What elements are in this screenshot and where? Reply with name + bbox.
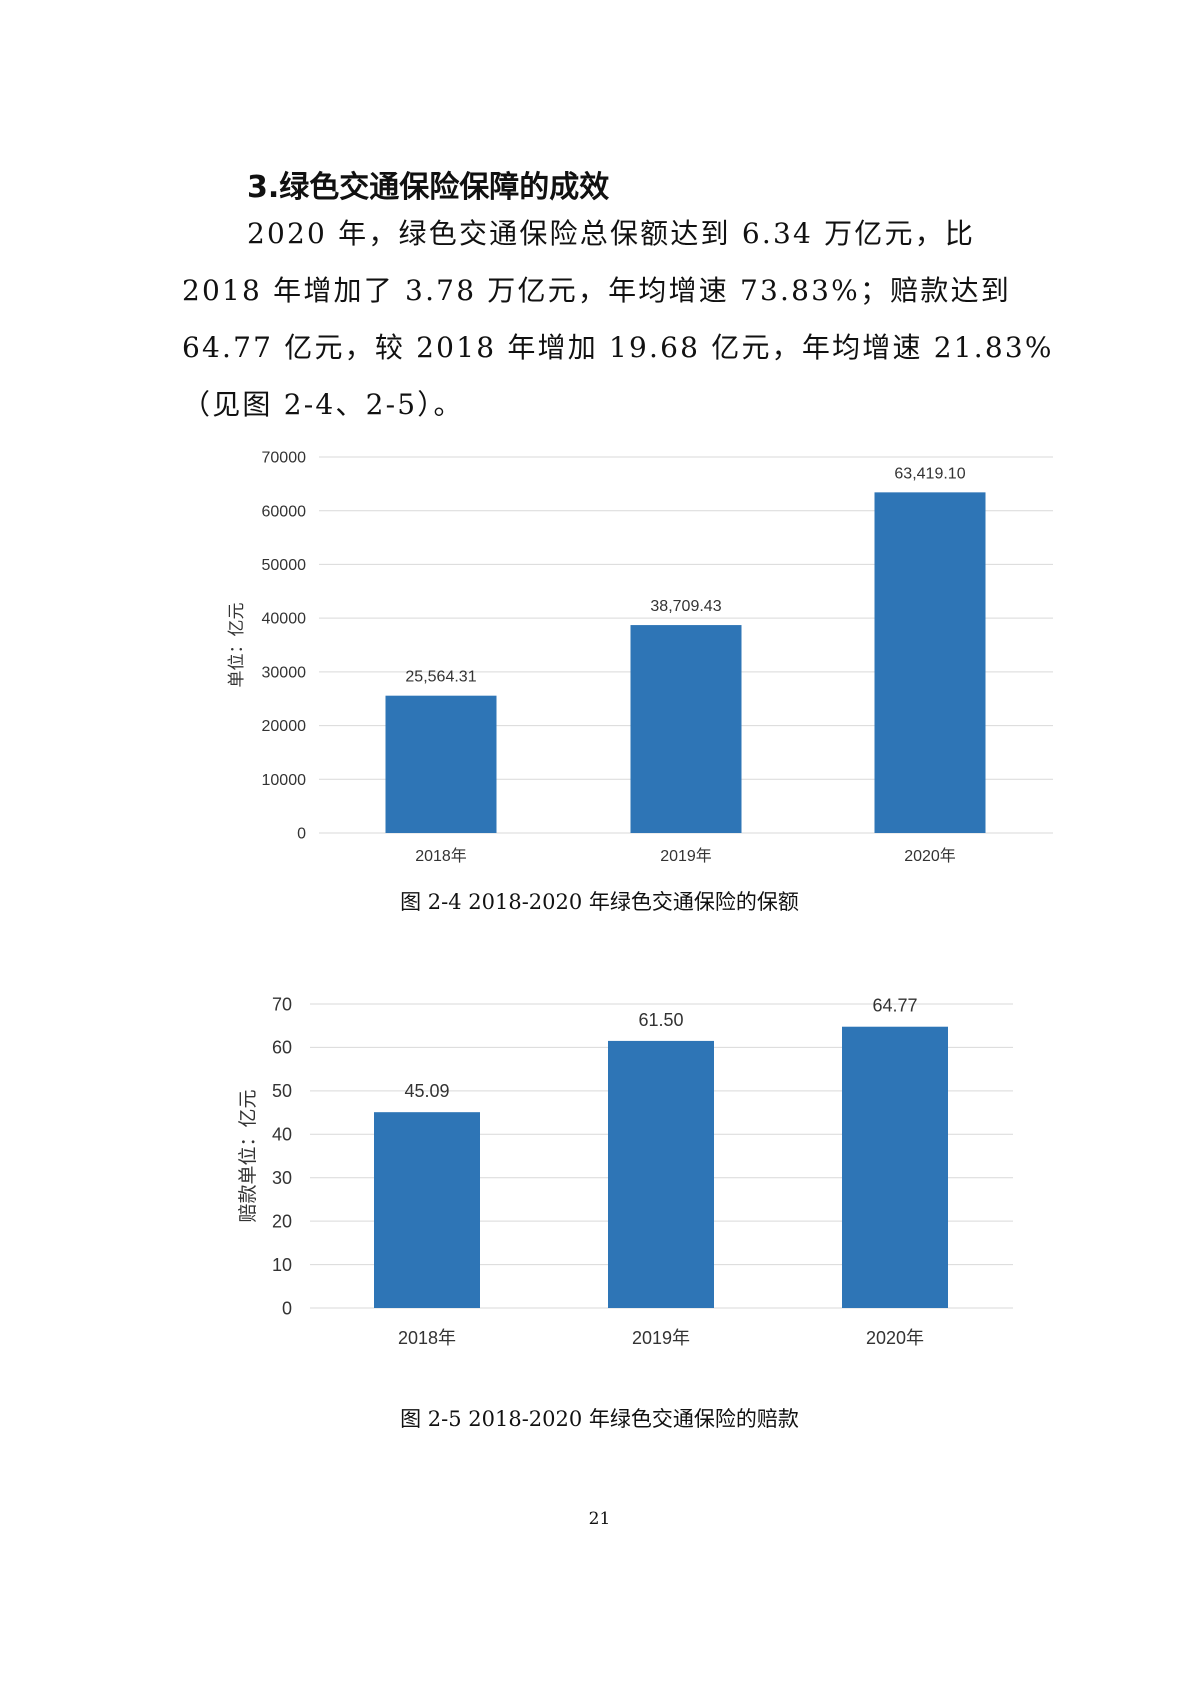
- data-label: 38,709.43: [650, 598, 721, 615]
- y-axis-title: 赔款单位：亿元: [237, 1089, 259, 1222]
- bar: [608, 1040, 714, 1308]
- y-tick-label: 60: [272, 1038, 292, 1058]
- x-tick-label: 2019年: [632, 1328, 690, 1348]
- bar: [374, 1112, 480, 1308]
- data-label: 64.77: [872, 996, 917, 1016]
- y-tick-label: 40: [272, 1125, 292, 1145]
- y-tick-label: 70000: [262, 450, 307, 467]
- y-tick-label: 20000: [262, 718, 307, 735]
- x-tick-label: 2020年: [904, 847, 956, 865]
- paragraph-line-2: 2018 年增加了 3.78 万亿元，年均增速 73.83%；赔款达到: [182, 274, 1011, 307]
- x-tick-label: 2019年: [660, 847, 712, 865]
- y-tick-label: 30000: [262, 664, 307, 681]
- y-tick-label: 0: [297, 826, 306, 843]
- y-tick-label: 0: [282, 1298, 292, 1318]
- y-tick-label: 60000: [262, 503, 307, 520]
- paragraph-line-3: 64.77 亿元，较 2018 年增加 19.68 亿元，年均增速 21.83%: [182, 331, 1054, 364]
- y-tick-label: 70: [272, 994, 292, 1014]
- y-tick-label: 10000: [262, 772, 307, 789]
- bar: [874, 492, 986, 833]
- data-label: 25,564.31: [405, 669, 476, 686]
- paragraph-line-1: 2020 年，绿色交通保险总保额达到 6.34 万亿元，比: [247, 217, 976, 250]
- y-tick-label: 40000: [262, 611, 307, 628]
- page-number: 21: [588, 1509, 611, 1529]
- caption-fig-2-5: 图 2-5 2018-2020 年绿色交通保险的赔款: [400, 1407, 799, 1431]
- paragraph-line-4: （见图 2-4、2-5）。: [182, 388, 464, 421]
- y-tick-label: 50: [272, 1081, 292, 1101]
- chart-fig-2-4: 0 10000 20000 30000 40000 50000 60000 70000 25,5…: [227, 450, 1053, 865]
- data-label: 63,419.10: [894, 465, 965, 482]
- data-label: 45.09: [404, 1081, 449, 1101]
- y-tick-label: 10: [272, 1255, 292, 1275]
- caption-fig-2-4: 图 2-4 2018-2020 年绿色交通保险的保额: [400, 890, 799, 914]
- x-tick-label: 2018年: [398, 1328, 456, 1348]
- chart-fig-2-5: 0 10 20 30 40 50 60 70 45.09 2018年 61.50 2019年 64.77…: [237, 994, 1013, 1348]
- bar: [385, 695, 497, 833]
- y-axis-title: 单位：亿元: [227, 603, 246, 688]
- bar: [630, 625, 742, 833]
- y-tick-label: 50000: [262, 557, 307, 574]
- data-label: 61.50: [638, 1010, 683, 1030]
- x-tick-label: 2020年: [866, 1328, 924, 1348]
- y-tick-label: 20: [272, 1211, 292, 1231]
- section-heading: 3.绿色交通保险保障的成效: [247, 170, 610, 205]
- bar: [842, 1026, 948, 1308]
- x-tick-label: 2018年: [415, 847, 467, 865]
- y-tick-label: 30: [272, 1168, 292, 1188]
